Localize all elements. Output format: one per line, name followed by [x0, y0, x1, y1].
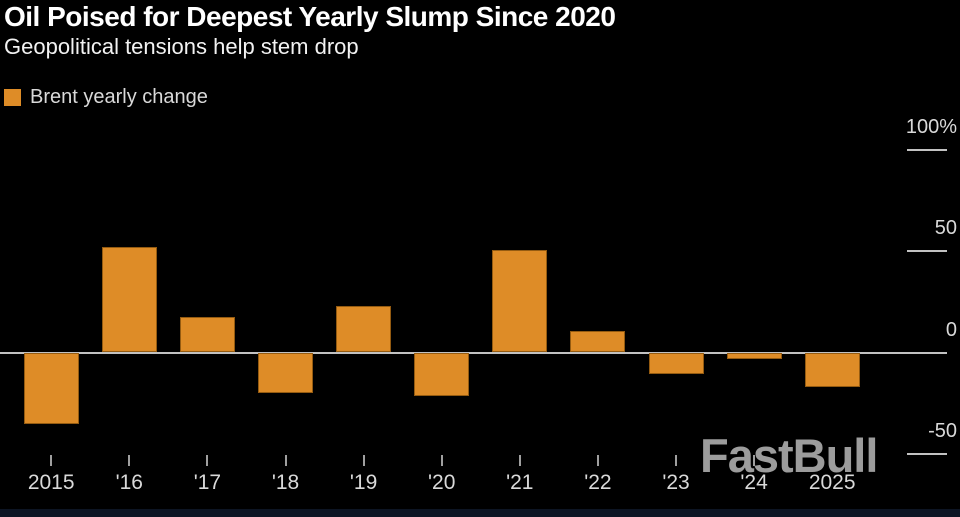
y-axis-label: 100%: [905, 115, 957, 138]
legend-label: Brent yearly change: [30, 86, 208, 108]
bar-19: [336, 305, 392, 353]
bar-20: [414, 352, 470, 397]
bar-21: [492, 249, 548, 353]
x-axis-label: '16: [115, 471, 143, 494]
y-axis-label: -50: [928, 420, 957, 442]
x-axis-tick: [596, 455, 599, 466]
x-axis-label: '20: [428, 471, 456, 494]
y-axis-label: 0: [945, 318, 957, 341]
bar-24: [726, 352, 782, 359]
x-axis-tick: [128, 455, 131, 466]
x-axis-label: '22: [584, 471, 612, 494]
bar-2015: [23, 352, 79, 424]
x-axis-label: '21: [506, 471, 534, 494]
y-axis-label: 50: [934, 217, 957, 239]
y-grid-tick: [907, 453, 947, 455]
x-axis-tick: [518, 455, 521, 466]
fastbull-watermark: FastBull: [700, 429, 878, 482]
zero-line: [0, 351, 947, 354]
x-axis-label: 2025: [808, 471, 856, 494]
x-axis-tick: [753, 455, 756, 466]
x-axis-label: '23: [662, 471, 690, 494]
bar-16: [101, 246, 157, 353]
x-axis-tick: [362, 455, 365, 466]
legend-swatch-icon: [4, 89, 21, 106]
x-axis-label: '19: [349, 471, 378, 494]
bar-23: [648, 352, 704, 374]
chart-subtitle: Geopolitical tensions help stem drop: [4, 34, 359, 59]
bottom-strip: [0, 509, 960, 517]
bar-17: [179, 316, 235, 353]
bar-2025: [804, 352, 860, 387]
legend: Brent yearly change: [4, 86, 208, 109]
x-axis-tick: [206, 455, 209, 466]
y-grid-tick: [907, 148, 947, 151]
x-axis-tick: [50, 455, 53, 466]
x-axis-tick: [284, 455, 287, 466]
bar-22: [570, 331, 626, 353]
y-grid-tick: [907, 250, 947, 252]
x-axis-label: 2015: [27, 471, 75, 494]
x-axis-tick: [831, 455, 834, 466]
chart-title: Oil Poised for Deepest Yearly Slump Sinc…: [4, 1, 616, 32]
x-axis-tick: [675, 455, 677, 466]
x-axis-tick: [440, 455, 443, 466]
x-axis-label: '18: [271, 471, 300, 494]
bar-18: [258, 352, 313, 394]
x-axis-label: '24: [740, 471, 768, 494]
x-axis-label: '17: [193, 471, 222, 494]
